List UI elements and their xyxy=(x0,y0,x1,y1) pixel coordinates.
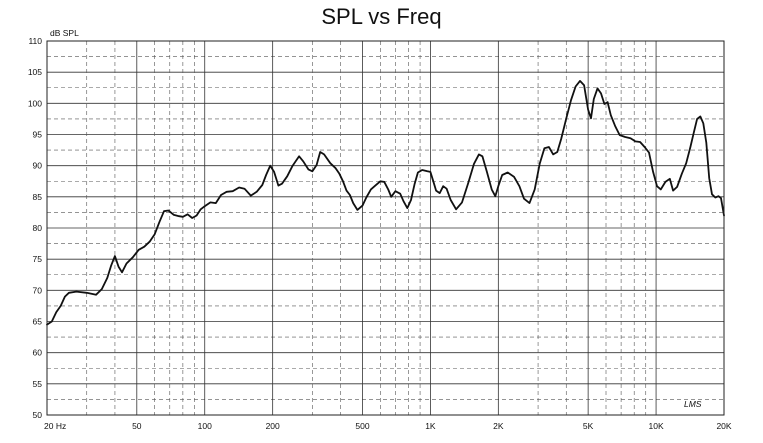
spl-curve xyxy=(46,80,725,326)
x-tick-label: 5K xyxy=(583,421,594,431)
x-tick-label: 20K xyxy=(716,421,731,431)
chart-title: SPL vs Freq xyxy=(321,4,442,29)
y-tick-label: 70 xyxy=(33,285,43,295)
y-tick-label: 75 xyxy=(33,254,43,264)
y-axis-label: dB SPL xyxy=(50,28,79,38)
lms-logo: LMS xyxy=(684,399,702,409)
plot-frame xyxy=(46,40,725,416)
y-tick-label: 55 xyxy=(33,379,43,389)
y-tick-label: 85 xyxy=(33,192,43,202)
y-tick-label: 95 xyxy=(33,130,43,140)
y-tick-label: 60 xyxy=(33,348,43,358)
y-tick-label: 90 xyxy=(33,161,43,171)
x-tick-label: 50 xyxy=(132,421,142,431)
x-tick-label: 500 xyxy=(355,421,369,431)
x-tick-label: 200 xyxy=(266,421,280,431)
y-tick-label: 100 xyxy=(28,98,42,108)
x-tick-label: 100 xyxy=(198,421,212,431)
y-tick-label: 50 xyxy=(33,410,43,420)
x-tick-label: 2K xyxy=(493,421,504,431)
y-tick-label: 80 xyxy=(33,223,43,233)
x-tick-label: 10K xyxy=(649,421,664,431)
x-tick-label: 1K xyxy=(425,421,436,431)
y-tick-label: 65 xyxy=(33,317,43,327)
y-tick-label: 105 xyxy=(28,67,42,77)
x-tick-label: 20 Hz xyxy=(44,421,66,431)
y-tick-label: 110 xyxy=(28,36,42,46)
